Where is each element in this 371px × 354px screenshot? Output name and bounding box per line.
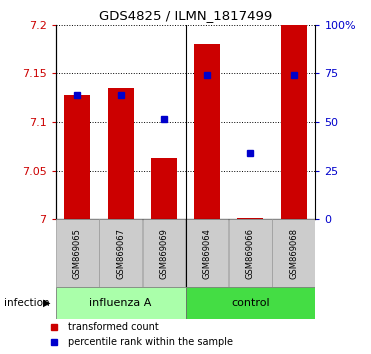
Bar	[108, 88, 134, 219]
Text: GSM869065: GSM869065	[73, 228, 82, 279]
Text: GSM869068: GSM869068	[289, 228, 298, 279]
Text: GSM869069: GSM869069	[160, 228, 168, 279]
Bar	[281, 25, 307, 219]
Text: transformed count: transformed count	[68, 321, 158, 332]
Text: GSM869066: GSM869066	[246, 228, 255, 279]
Text: influenza A: influenza A	[89, 298, 152, 308]
Bar	[64, 95, 90, 219]
Text: ▶: ▶	[43, 298, 50, 308]
Bar	[56, 219, 98, 287]
Text: percentile rank within the sample: percentile rank within the sample	[68, 337, 233, 348]
Bar	[151, 158, 177, 219]
Bar	[56, 287, 186, 319]
Text: GSM869067: GSM869067	[116, 228, 125, 279]
Bar	[186, 219, 228, 287]
Bar	[186, 287, 315, 319]
Bar	[99, 219, 142, 287]
Title: GDS4825 / ILMN_1817499: GDS4825 / ILMN_1817499	[99, 9, 272, 22]
Bar	[142, 219, 185, 287]
Bar	[237, 218, 263, 219]
Text: infection: infection	[4, 298, 49, 308]
Bar	[229, 219, 272, 287]
Text: control: control	[231, 298, 270, 308]
Text: GSM869064: GSM869064	[203, 228, 211, 279]
Bar	[272, 219, 315, 287]
Bar	[194, 44, 220, 219]
